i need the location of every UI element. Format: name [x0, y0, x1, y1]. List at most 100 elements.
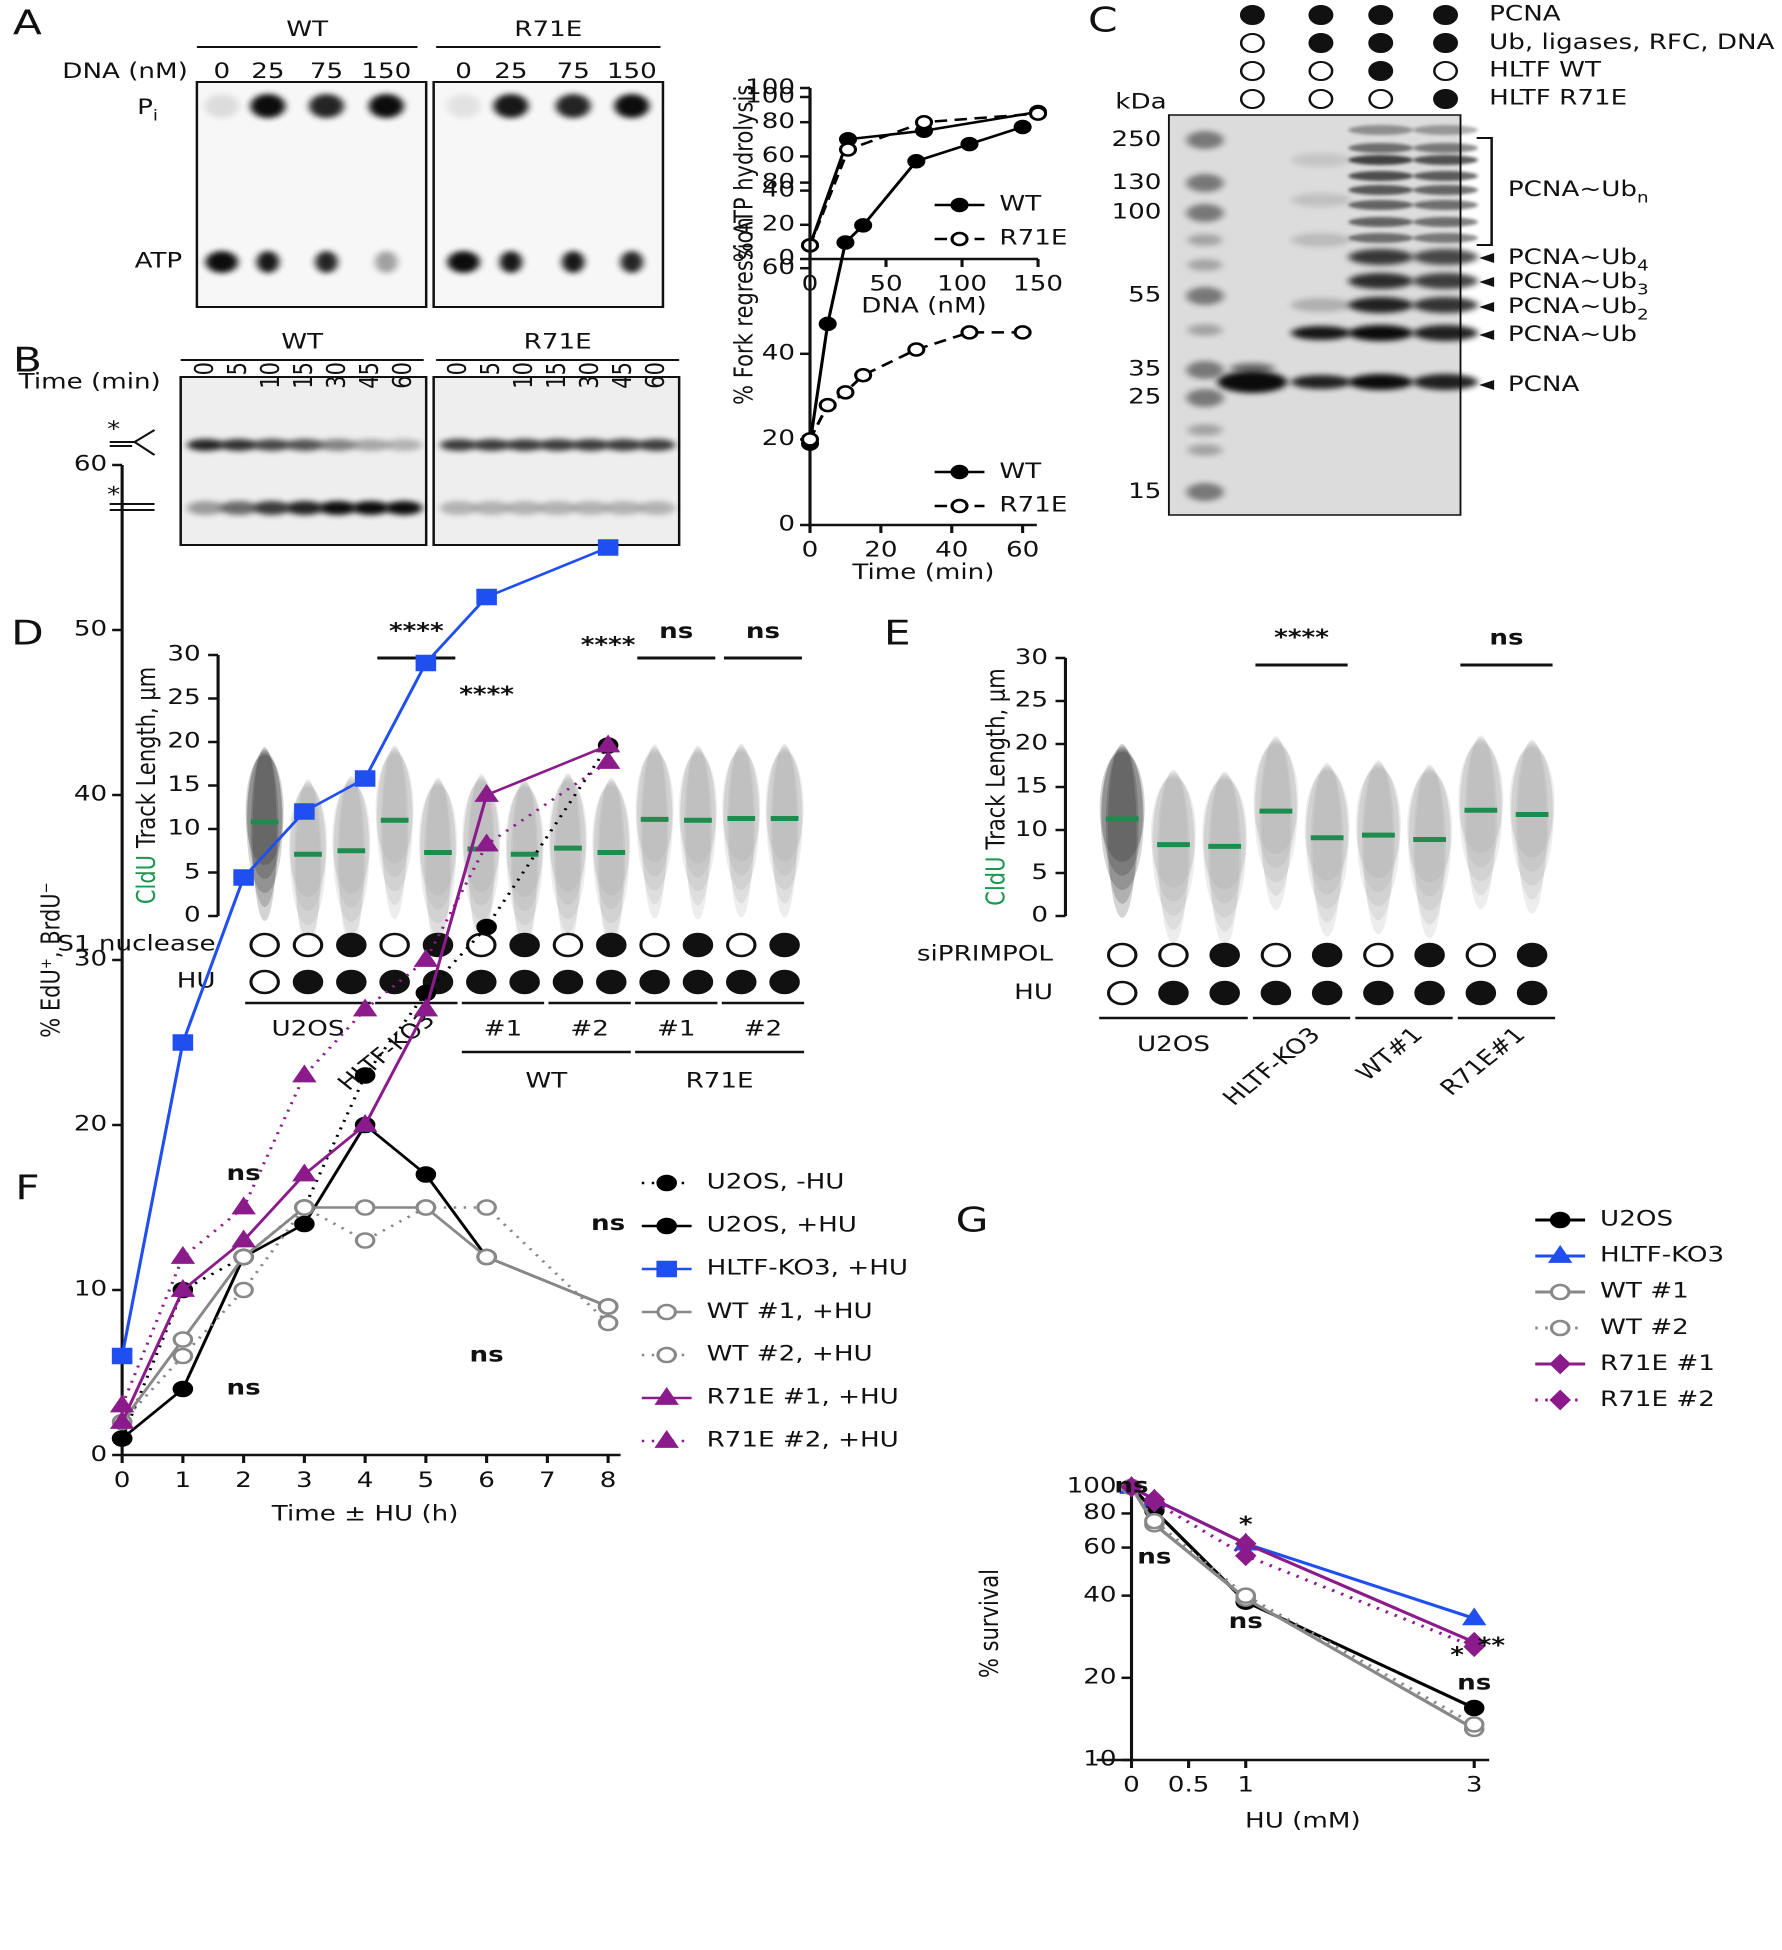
panel-letter: D [11, 613, 44, 653]
point-cloud [1364, 760, 1393, 935]
condition-dot [1368, 5, 1394, 25]
legend-label: R71E #2, +HU [707, 1427, 899, 1452]
point-cloud [1306, 768, 1348, 895]
gel-band [1291, 298, 1351, 312]
point-cloud [599, 777, 624, 952]
marker [595, 751, 621, 769]
series-line [120, 1205, 610, 1423]
point-cloud [685, 745, 711, 920]
y-tick-label: 10 [1083, 1746, 1116, 1771]
y-tick-label: 10 [167, 815, 200, 840]
legend-marker [654, 1387, 679, 1405]
gel-band [1348, 249, 1414, 265]
legend-marker [1549, 1319, 1571, 1337]
y-tick-label: 20 [762, 426, 795, 451]
marker [1144, 1512, 1165, 1530]
band-label: PCNA~Ub4 [1508, 244, 1649, 274]
y-tick-label: 25 [1015, 687, 1048, 712]
gel-band [605, 439, 643, 451]
group-label: U2OS [1137, 1031, 1210, 1056]
annotation: ns [227, 1375, 261, 1400]
gel-band [1187, 234, 1223, 246]
condition-dot [1209, 942, 1240, 968]
condition-dot [1239, 89, 1265, 109]
gel-band [205, 251, 239, 273]
significance-label: **** [1274, 625, 1329, 650]
gel-band [1348, 125, 1414, 135]
marker-label: 250 [1111, 126, 1161, 151]
gel-band [1413, 155, 1478, 165]
label-main: PCNA~Ub [1508, 268, 1637, 293]
gel-band [1217, 371, 1288, 393]
significance-label: ns [659, 618, 693, 643]
x-tick-label: 100 [937, 271, 987, 296]
y-tick-label: 20 [74, 1111, 107, 1136]
marker [838, 142, 858, 157]
y-tick-label: 0 [1031, 902, 1048, 927]
point-cloud [1304, 770, 1350, 881]
x-axis-title: HU (mM) [1245, 1808, 1361, 1833]
y-tick-label: 25 [167, 685, 200, 710]
condition-dot [1433, 89, 1459, 109]
point-cloud [1259, 738, 1293, 897]
group-label: R71E#1 [1434, 1022, 1531, 1100]
label-main: PCNA [1508, 371, 1580, 396]
gel-band [1187, 424, 1223, 436]
condition-dot [1308, 61, 1334, 81]
marker [1461, 1607, 1487, 1626]
y-tick-label: 80 [762, 108, 795, 133]
y-axis-title: % Fork regression [728, 217, 759, 405]
gel-band [620, 251, 644, 273]
label-main: PCNA~Ub [1508, 176, 1637, 201]
point-cloud [722, 751, 761, 862]
row-label: S1 nuclease [57, 931, 215, 956]
condition-dot [1260, 942, 1292, 968]
marker [474, 833, 499, 852]
condition-dot [379, 969, 410, 995]
marker [907, 153, 926, 169]
condition-dot [1516, 942, 1548, 968]
label-sub: n [1637, 189, 1649, 206]
lane-label: 5 [222, 362, 253, 375]
x-tick-label: 3 [1466, 1772, 1483, 1797]
gel-band [219, 439, 258, 451]
gel-band [499, 251, 523, 273]
gel-band [285, 501, 324, 515]
marker [233, 1248, 254, 1266]
marker [1029, 106, 1048, 121]
x-tick-label: 5 [418, 1467, 435, 1492]
band-label: Pi [137, 94, 158, 124]
condition-dot [509, 969, 540, 995]
marker [415, 1166, 437, 1183]
legend-label: WT [999, 458, 1041, 483]
annotation: * [1239, 1512, 1253, 1537]
gel-band [555, 94, 591, 118]
legend-label: WT #1 [1600, 1278, 1689, 1303]
point-cloud [1202, 779, 1248, 890]
gel-band [472, 501, 511, 515]
legend-marker [1549, 1211, 1571, 1229]
y-tick-label: 15 [167, 772, 200, 797]
condition-dot [1516, 980, 1548, 1006]
marker [476, 588, 497, 606]
y-tick-label: 30 [74, 946, 107, 971]
y-tick-label: 30 [1015, 644, 1048, 669]
group-label: R71E [514, 16, 582, 41]
marker [170, 1279, 196, 1297]
significance-label: **** [389, 618, 444, 643]
condition-dot [1414, 942, 1445, 968]
point-cloud [1415, 764, 1444, 939]
series-line [1129, 1486, 1476, 1726]
band-label: PCNA~Ub3 [1508, 268, 1649, 298]
gel-band [1186, 483, 1224, 501]
marker [818, 316, 837, 332]
y-axis-title: % ATP hydrolysis [728, 85, 759, 263]
marker [292, 1163, 317, 1182]
panel-letter: E [884, 613, 911, 653]
point-cloud [512, 779, 537, 954]
y-tick-label: 60 [1083, 1534, 1116, 1559]
point-cloud [1409, 770, 1451, 897]
band-label: PCNA~Ubn [1508, 176, 1649, 206]
point-cloud [723, 749, 759, 876]
gel-band [319, 439, 357, 451]
